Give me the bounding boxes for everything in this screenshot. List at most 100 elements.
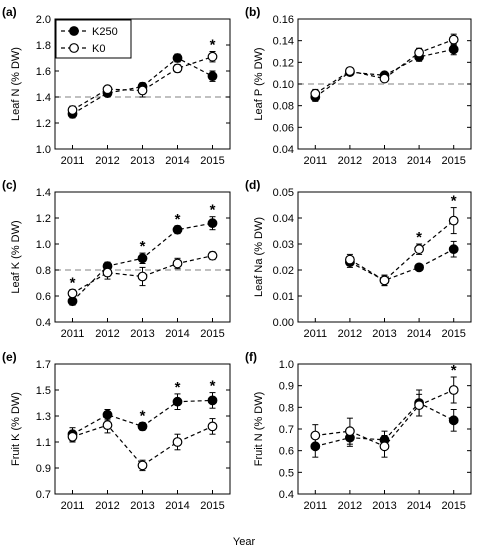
panel-b-k0-point <box>414 47 425 58</box>
panel-e-significance-star: * <box>210 378 216 395</box>
panel-d-x-tick-label: 2015 <box>441 328 465 340</box>
panel-f: 0.4 0.5 0.6 0.7 0.8 0.9 1.0 2011 2012 2013 2014 201… <box>245 350 472 512</box>
panel-c-x-tick-label: 2011 <box>61 328 85 340</box>
panel-f-x-tick-label: 2013 <box>372 500 396 512</box>
panel-a-y-axis-title: Leaf N (% DW) <box>10 47 22 121</box>
panel-c-y-tick-label: 1.2 <box>36 213 51 225</box>
panel-a-y-tick-label: 1.0 <box>36 144 51 156</box>
panel-f-k0-point <box>379 441 390 452</box>
panel-d-k0-point <box>448 215 459 226</box>
panel-b-y-tick-label: 0.08 <box>273 101 294 113</box>
shared-x-axis-title: Year <box>233 536 256 548</box>
panel-b-k0-line <box>314 39 454 95</box>
panel-e-significance-star: * <box>175 379 181 396</box>
panel-e-k0-point <box>102 420 113 431</box>
panel-c-x-tick-label: 2015 <box>200 328 224 340</box>
panel-a-k250-point <box>172 53 183 63</box>
panel-c-y-tick-label: 0.4 <box>36 317 51 329</box>
panel-f-plot-frame <box>297 363 472 495</box>
panel-e-k0-point <box>207 421 218 432</box>
panel-c-label: (c) <box>2 178 17 192</box>
panel-b-x-tick-label: 2013 <box>372 155 396 167</box>
panel-b: 0.04 0.06 0.08 0.10 0.12 0.14 0.16 2011 2012 2013… <box>245 5 472 167</box>
panel-f-k0-point <box>448 385 459 395</box>
panel-f-k0-point <box>345 426 355 437</box>
panel-a-k0-point <box>172 63 183 74</box>
panel-a-y-tick-label: 1.8 <box>36 40 51 52</box>
panel-f-k250-point <box>448 415 459 426</box>
panel-c-k0-point <box>207 250 218 261</box>
panel-a-k0-point <box>207 51 218 62</box>
panel-a-x-tick-label: 2014 <box>165 155 189 167</box>
panel-a: 1.0 1.2 1.4 1.6 1.8 2.0 2011 2012 2013 2014 2015 Le… <box>2 5 231 167</box>
panel-d-k0-point <box>345 254 355 265</box>
panel-e-y-tick-label: 0.9 <box>36 463 51 475</box>
panel-a-significance-star: * <box>210 37 216 54</box>
panel-d-x-tick-label: 2012 <box>338 328 362 340</box>
panel-e-x-tick-label: 2013 <box>130 500 154 512</box>
panel-c-k0-point <box>102 267 113 278</box>
panel-b-y-axis-title: Leaf P (% DW) <box>253 47 265 120</box>
panel-a-k0-line <box>72 56 213 111</box>
panel-d: 0.00 0.01 0.02 0.03 0.04 0.05 2011 2012 2013 2014… <box>245 178 472 340</box>
panel-b-y-tick-label: 0.06 <box>273 122 294 134</box>
panel-a-k0-point <box>102 84 113 95</box>
legend-item-k0-marker <box>69 43 79 53</box>
panel-a-x-tick-label: 2015 <box>200 155 224 167</box>
panel-e-y-tick-label: 0.7 <box>36 489 51 501</box>
panel-f-label: (f) <box>245 350 257 364</box>
panel-d-k250-point <box>414 262 425 273</box>
legend-item-k250-marker <box>69 26 79 36</box>
panel-b-k0-point <box>379 73 390 84</box>
panel-c-y-tick-label: 0.6 <box>36 291 51 303</box>
panel-c-k0-point <box>137 271 148 282</box>
panel-a-k250-point <box>207 71 218 82</box>
panel-a-y-tick-label: 1.6 <box>36 66 51 78</box>
panel-e-k250-point <box>172 396 183 407</box>
panel-b-y-tick-label: 0.12 <box>273 57 294 69</box>
panel-c-x-tick-label: 2012 <box>95 328 119 340</box>
panel-d-k0-point <box>379 275 390 286</box>
panel-c-significance-star: * <box>70 275 76 292</box>
panel-b-x-tick-label: 2015 <box>441 155 465 167</box>
panel-f-y-tick-label: 1.0 <box>279 359 294 371</box>
panel-e-y-tick-label: 1.1 <box>36 437 51 449</box>
panel-d-k250-line <box>349 248 454 282</box>
panel-f-significance-star: * <box>451 362 457 379</box>
panel-d-significance-star: * <box>416 229 422 246</box>
panel-b-k0-point <box>345 66 355 76</box>
panel-a-label: (a) <box>2 5 17 19</box>
panel-e-y-tick-label: 1.5 <box>36 385 51 397</box>
panel-f-y-tick-label: 0.4 <box>279 489 294 501</box>
panel-c-significance-star: * <box>210 202 216 219</box>
panel-f-x-tick-label: 2012 <box>338 500 362 512</box>
panel-e-label: (e) <box>2 350 17 364</box>
panel-b-y-tick-label: 0.10 <box>273 79 294 91</box>
legend-item-k0-label: K0 <box>92 43 105 55</box>
panel-d-y-tick-label: 0.01 <box>273 291 294 303</box>
panel-b-y-tick-label: 0.14 <box>273 36 294 48</box>
panel-b-x-tick-label: 2012 <box>338 155 362 167</box>
panel-c-k0-point <box>172 258 183 269</box>
panel-a-y-tick-label: 1.4 <box>36 92 51 104</box>
panel-b-x-tick-label: 2011 <box>303 155 327 167</box>
panel-c-k250-point <box>172 224 183 235</box>
panel-b-label: (b) <box>245 5 260 19</box>
panel-e-y-axis-title: Fruit K (% DW) <box>10 392 22 466</box>
panel-c-k250-point <box>137 253 148 264</box>
panel-c-significance-star: * <box>175 211 181 228</box>
panel-f-k0-point <box>414 400 425 411</box>
panel-c-x-tick-label: 2014 <box>165 328 189 340</box>
panel-d-k250-point <box>448 244 459 255</box>
panel-d-x-tick-label: 2013 <box>372 328 396 340</box>
panel-d-y-tick-label: 0.02 <box>273 265 294 277</box>
panel-d-y-tick-label: 0.00 <box>273 317 294 329</box>
panel-e-x-tick-label: 2012 <box>95 500 119 512</box>
panel-e-k0-point <box>137 460 148 471</box>
panel-b-x-tick-label: 2014 <box>407 155 431 167</box>
panel-e-x-tick-label: 2011 <box>61 500 85 512</box>
panel-e-k250-point <box>207 395 218 406</box>
panel-d-k0-point <box>414 244 425 255</box>
panel-a-y-tick-label: 2.0 <box>36 14 51 26</box>
